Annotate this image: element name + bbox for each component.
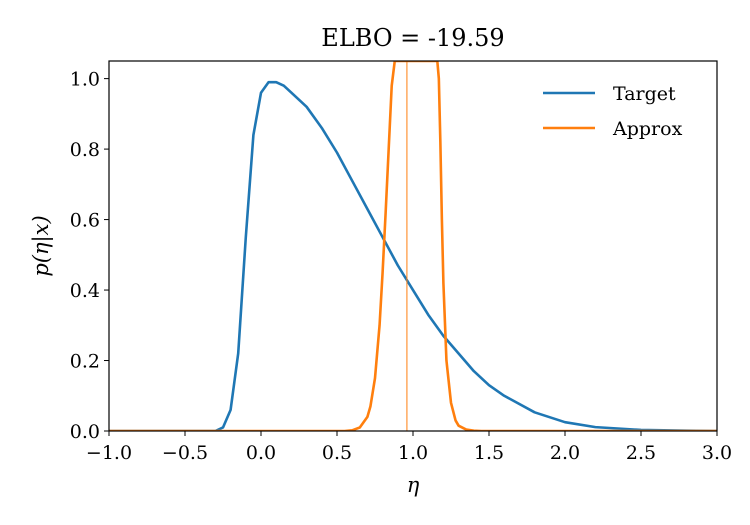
y-tick-label: 0.0	[70, 421, 100, 443]
x-axis: −1.0 −0.5 0.0 0.5 1.0 1.5 2.0 2.5 3.0	[86, 431, 732, 464]
y-tick-label: 0.8	[70, 139, 100, 161]
x-tick-label: 0.0	[246, 442, 276, 464]
x-tick-label: 3.0	[702, 442, 732, 464]
x-tick-label: 0.5	[322, 442, 352, 464]
y-axis-label: p(η|x)	[29, 215, 54, 276]
plot-frame	[108, 60, 718, 432]
x-tick-label: −0.5	[162, 442, 208, 464]
series-line-target	[109, 80, 717, 431]
x-tick-label: −1.0	[86, 442, 132, 464]
y-axis: 0.0 0.2 0.4 0.6 0.8 1.0	[70, 69, 109, 443]
x-tick-label: 1.5	[474, 442, 504, 464]
x-tick-label: 2.0	[550, 442, 580, 464]
legend-label-target: Target	[613, 83, 676, 105]
legend-label-approx: Approx	[612, 118, 683, 140]
y-tick-label: 0.4	[70, 280, 100, 302]
legend: Target Approx	[543, 83, 683, 140]
y-tick-label: 0.2	[70, 351, 100, 373]
x-axis-label: η	[407, 473, 420, 497]
x-tick-label: 2.5	[626, 442, 656, 464]
series-line-approx	[109, 61, 717, 431]
y-tick-label: 1.0	[70, 69, 100, 91]
chart-title: ELBO = -19.59	[321, 24, 504, 52]
x-tick-label: 1.0	[398, 442, 428, 464]
y-tick-label: 0.6	[70, 210, 100, 232]
